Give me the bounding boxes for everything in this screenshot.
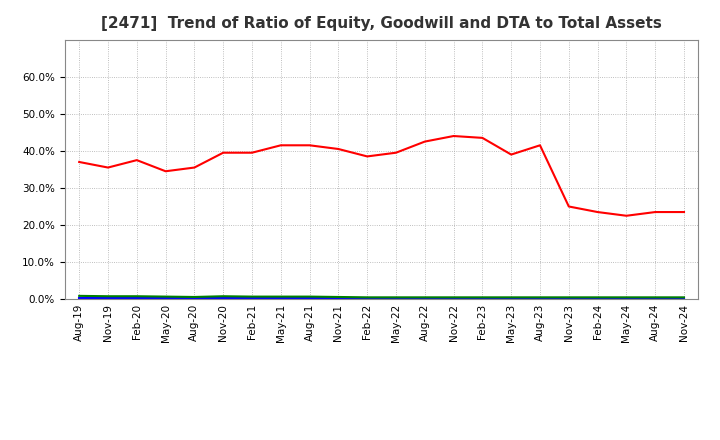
Deferred Tax Assets	[132, 293, 141, 299]
Equity	[478, 135, 487, 140]
Deferred Tax Assets	[564, 295, 573, 300]
Goodwill	[276, 295, 285, 301]
Equity	[190, 165, 199, 170]
Equity	[248, 150, 256, 155]
Deferred Tax Assets	[420, 295, 429, 300]
Equity	[449, 133, 458, 139]
Goodwill	[104, 295, 112, 301]
Deferred Tax Assets	[276, 294, 285, 299]
Equity	[507, 152, 516, 157]
Deferred Tax Assets	[651, 295, 660, 300]
Goodwill	[507, 295, 516, 301]
Goodwill	[392, 295, 400, 301]
Equity	[622, 213, 631, 218]
Deferred Tax Assets	[622, 295, 631, 300]
Goodwill	[420, 295, 429, 301]
Deferred Tax Assets	[219, 293, 228, 299]
Equity	[276, 143, 285, 148]
Equity	[680, 209, 688, 215]
Equity	[420, 139, 429, 144]
Goodwill	[334, 295, 343, 301]
Equity	[334, 147, 343, 152]
Goodwill	[478, 295, 487, 301]
Goodwill	[190, 295, 199, 301]
Goodwill	[651, 295, 660, 301]
Deferred Tax Assets	[248, 294, 256, 299]
Deferred Tax Assets	[161, 294, 170, 299]
Goodwill	[248, 295, 256, 301]
Title: [2471]  Trend of Ratio of Equity, Goodwill and DTA to Total Assets: [2471] Trend of Ratio of Equity, Goodwil…	[102, 16, 662, 32]
Goodwill	[449, 295, 458, 301]
Deferred Tax Assets	[478, 295, 487, 300]
Goodwill	[622, 295, 631, 301]
Equity	[305, 143, 314, 148]
Equity	[104, 165, 112, 170]
Goodwill	[219, 295, 228, 301]
Line: Equity: Equity	[79, 136, 684, 216]
Deferred Tax Assets	[75, 293, 84, 298]
Deferred Tax Assets	[334, 294, 343, 300]
Line: Deferred Tax Assets: Deferred Tax Assets	[79, 296, 684, 297]
Equity	[161, 169, 170, 174]
Goodwill	[305, 295, 314, 301]
Deferred Tax Assets	[190, 294, 199, 300]
Equity	[392, 150, 400, 155]
Equity	[219, 150, 228, 155]
Equity	[593, 209, 602, 215]
Deferred Tax Assets	[363, 295, 372, 300]
Deferred Tax Assets	[536, 295, 544, 300]
Equity	[651, 209, 660, 215]
Goodwill	[593, 295, 602, 301]
Equity	[132, 158, 141, 163]
Deferred Tax Assets	[392, 295, 400, 300]
Deferred Tax Assets	[680, 295, 688, 300]
Equity	[536, 143, 544, 148]
Goodwill	[680, 295, 688, 301]
Deferred Tax Assets	[449, 295, 458, 300]
Goodwill	[161, 295, 170, 301]
Deferred Tax Assets	[305, 294, 314, 299]
Equity	[363, 154, 372, 159]
Equity	[75, 159, 84, 165]
Deferred Tax Assets	[593, 295, 602, 300]
Deferred Tax Assets	[104, 293, 112, 299]
Goodwill	[75, 295, 84, 301]
Goodwill	[536, 295, 544, 301]
Equity	[564, 204, 573, 209]
Goodwill	[564, 295, 573, 301]
Deferred Tax Assets	[507, 295, 516, 300]
Goodwill	[363, 295, 372, 301]
Goodwill	[132, 295, 141, 301]
